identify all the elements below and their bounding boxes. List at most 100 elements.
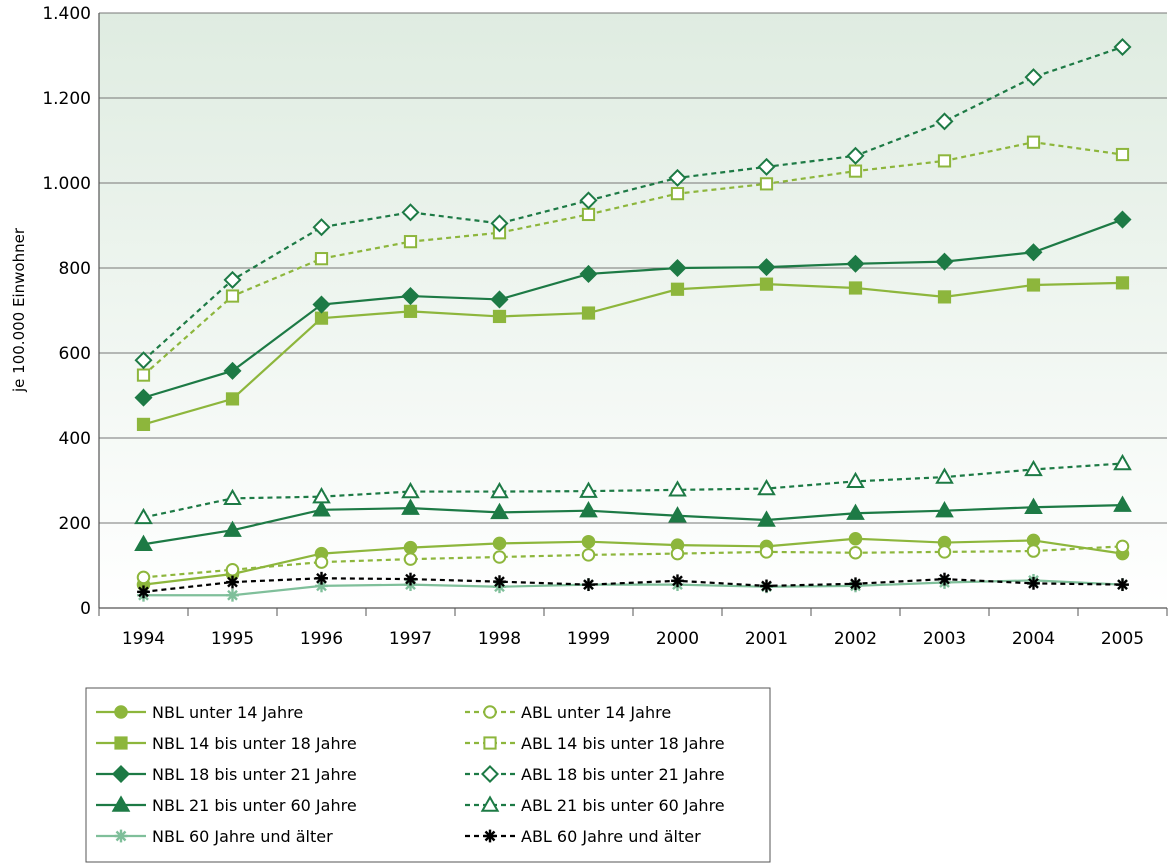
x-tick-label: 1996	[300, 629, 343, 649]
data-point	[670, 282, 685, 296]
data-point	[1113, 210, 1132, 229]
series-9	[134, 453, 1132, 525]
data-point	[314, 555, 329, 569]
x-tick-label: 1995	[211, 629, 254, 649]
series-10	[137, 571, 1129, 599]
data-point	[1026, 544, 1041, 558]
data-point	[579, 481, 598, 498]
x-tick-label: 2005	[1101, 629, 1144, 649]
series-line	[143, 281, 1123, 426]
data-point	[759, 545, 774, 559]
data-point	[671, 574, 684, 588]
legend: NBL unter 14 Jahre NBL 14 bis unter 18 Ja…	[96, 703, 725, 846]
series-line	[143, 504, 1123, 546]
legend-marker	[114, 705, 128, 719]
data-point	[1027, 576, 1040, 590]
data-point	[401, 498, 420, 515]
data-point	[312, 500, 331, 517]
data-point	[848, 531, 863, 546]
data-point	[401, 481, 420, 499]
data-point	[401, 203, 420, 222]
data-point	[1026, 135, 1041, 149]
data-point	[312, 218, 331, 237]
data-point	[581, 534, 596, 549]
legend-marker	[111, 795, 131, 812]
data-point	[223, 361, 242, 380]
legend-label: ABL 21 bis unter 60 Jahre	[521, 796, 725, 815]
series-6	[136, 539, 1130, 585]
legend-item: ABL 60 Jahre und älter	[465, 827, 701, 846]
data-point	[403, 552, 418, 566]
series-line	[142, 141, 1123, 376]
data-point	[668, 258, 687, 278]
legend-label: ABL 60 Jahre und älter	[521, 827, 701, 846]
data-point	[1113, 453, 1132, 471]
data-point	[848, 281, 863, 295]
data-point	[403, 540, 418, 555]
data-point	[134, 534, 153, 551]
series-line	[142, 45, 1123, 362]
data-point	[490, 502, 509, 520]
data-point	[490, 290, 509, 309]
legend-marker	[483, 829, 497, 843]
legend-label: ABL 18 bis unter 21 Jahre	[521, 765, 725, 784]
data-point	[403, 235, 418, 249]
data-point	[134, 388, 153, 407]
data-point	[757, 478, 776, 496]
data-point	[312, 487, 331, 504]
data-point	[1115, 147, 1130, 162]
data-point	[1024, 243, 1043, 262]
series-line	[143, 537, 1123, 586]
data-point	[757, 258, 776, 277]
legend-label: NBL 14 bis unter 18 Jahre	[152, 734, 357, 753]
data-point	[846, 146, 865, 165]
data-point	[314, 252, 329, 266]
legend-marker	[483, 736, 497, 750]
data-point	[668, 480, 687, 497]
legend-item: ABL 14 bis unter 18 Jahre	[465, 734, 725, 753]
legend-label: ABL unter 14 Jahre	[521, 703, 671, 722]
data-point	[401, 287, 420, 306]
data-point	[759, 277, 774, 291]
data-point	[1116, 578, 1129, 592]
data-point	[938, 572, 951, 586]
legend-item: ABL unter 14 Jahre	[465, 703, 671, 722]
data-point	[492, 550, 507, 564]
legend-marker	[111, 764, 131, 784]
data-point	[137, 585, 150, 599]
data-point	[312, 295, 331, 314]
gridlines	[99, 12, 1167, 524]
series-3	[134, 210, 1132, 407]
data-point	[223, 520, 242, 537]
y-tick-label: 800	[59, 259, 91, 279]
data-point	[1115, 539, 1130, 554]
data-point	[1024, 497, 1043, 514]
y-tick-label: 400	[59, 429, 91, 449]
data-point	[136, 570, 151, 585]
legend-label: ABL 14 bis unter 18 Jahre	[521, 734, 725, 753]
legend-item: NBL 60 Jahre und älter	[96, 827, 333, 846]
data-point	[134, 507, 153, 525]
data-point	[848, 545, 863, 560]
data-point	[1113, 495, 1132, 512]
data-point	[492, 309, 507, 324]
x-tick-label: 1999	[567, 629, 610, 649]
data-point	[937, 154, 952, 168]
data-point	[225, 392, 240, 406]
data-point	[935, 467, 954, 484]
series-8	[134, 37, 1132, 370]
x-axis-ticks: 1994 1995 1996 1997 1998 1999 2000 2001 2002 2003…	[98, 608, 1168, 649]
data-point	[579, 264, 598, 283]
legend-marker	[483, 705, 497, 719]
data-point	[846, 503, 865, 520]
data-point	[937, 290, 952, 304]
x-tick-label: 2002	[834, 629, 877, 649]
data-point	[223, 488, 242, 506]
y-axis-ticks: 0 200 400 600 800 1.000 1.200 1.400	[42, 4, 91, 619]
data-point	[490, 214, 509, 233]
x-tick-label: 1998	[478, 629, 521, 649]
data-point	[1024, 68, 1043, 87]
y-axis-title: je 100.000 Einwohner	[10, 227, 28, 393]
data-point	[579, 191, 598, 210]
